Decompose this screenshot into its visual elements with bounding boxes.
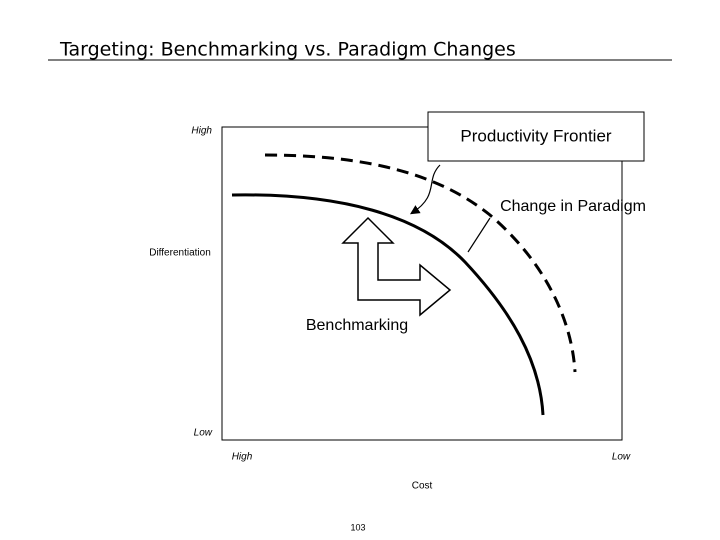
new-frontier xyxy=(264,153,577,373)
frontier-box xyxy=(427,111,645,162)
benchmarking-label: Benchmarking xyxy=(306,317,408,334)
x-label: Cost xyxy=(412,481,433,492)
frontier-label: Productivity Frontier xyxy=(460,126,611,145)
paradigm-callout xyxy=(467,217,491,253)
y-label: Differentiation xyxy=(149,248,211,259)
frontier-callout xyxy=(409,164,441,215)
benchmark-arrow xyxy=(341,216,452,317)
slide-title: Targeting: Benchmarking vs. Paradigm Cha… xyxy=(59,39,516,61)
x-low: Low xyxy=(612,452,631,463)
y-low: Low xyxy=(194,428,213,439)
x-high: High xyxy=(232,452,253,463)
paradigm-label: Change in Paradigm xyxy=(500,198,646,215)
plot-frame xyxy=(221,126,623,441)
current-frontier xyxy=(231,193,545,416)
y-high: High xyxy=(191,126,212,137)
page-number: 103 xyxy=(350,522,365,532)
